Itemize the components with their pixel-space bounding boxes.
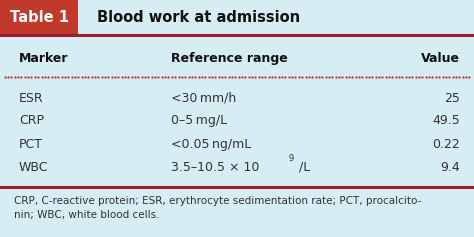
Text: 49.5: 49.5	[432, 114, 460, 127]
Text: PCT: PCT	[19, 138, 43, 151]
Text: CRP: CRP	[19, 114, 44, 127]
Text: 3.5–10.5 × 10: 3.5–10.5 × 10	[171, 161, 259, 173]
Text: 9.4: 9.4	[440, 161, 460, 173]
Text: 0–5 mg/L: 0–5 mg/L	[171, 114, 227, 127]
Text: Blood work at admission: Blood work at admission	[97, 10, 301, 25]
Text: /L: /L	[299, 161, 310, 173]
Text: Value: Value	[421, 52, 460, 64]
Text: Marker: Marker	[19, 52, 68, 64]
Bar	[0, 0, 78, 35]
Text: <0.05 ng/mL: <0.05 ng/mL	[171, 138, 251, 151]
Text: ESR: ESR	[19, 92, 44, 105]
Text: CRP, C-reactive protein; ESR, erythrocyte sedimentation rate; PCT, procalcito-
n: CRP, C-reactive protein; ESR, erythrocyt…	[14, 196, 421, 219]
Text: 9: 9	[288, 154, 293, 163]
Text: 0.22: 0.22	[432, 138, 460, 151]
Text: Table 1: Table 1	[9, 10, 69, 25]
Text: <30 mm/h: <30 mm/h	[171, 92, 236, 105]
Text: Reference range: Reference range	[171, 52, 287, 64]
Text: 25: 25	[444, 92, 460, 105]
Text: WBC: WBC	[19, 161, 48, 173]
